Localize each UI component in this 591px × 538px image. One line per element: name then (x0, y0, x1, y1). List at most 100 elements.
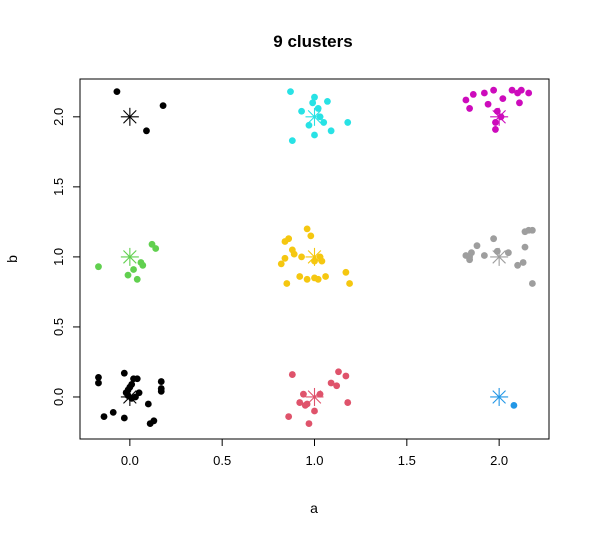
data-point (510, 401, 518, 409)
data-point (144, 400, 152, 408)
data-point (277, 260, 285, 268)
data-point (95, 373, 102, 381)
data-point (285, 413, 293, 420)
data-point (287, 88, 294, 96)
data-point (298, 253, 305, 261)
cluster-center-marker (120, 387, 139, 406)
y-tick-label: 0.0 (51, 388, 66, 406)
data-point (305, 121, 313, 129)
data-point (499, 95, 507, 103)
data-point (327, 127, 335, 135)
y-axis-label: b (4, 255, 20, 263)
data-point (480, 89, 488, 97)
data-point (333, 382, 341, 390)
data-point (150, 417, 158, 425)
x-tick-label: 1.0 (305, 453, 323, 468)
data-point (109, 408, 117, 416)
cluster-center-marker (490, 387, 509, 406)
data-point (307, 232, 315, 240)
data-point (504, 249, 512, 257)
data-point (300, 390, 307, 398)
x-tick-label: 1.5 (398, 453, 416, 468)
data-point (344, 119, 352, 126)
data-point (519, 259, 527, 266)
data-point (152, 245, 160, 252)
data-point (159, 102, 167, 110)
data-point (335, 368, 342, 376)
data-point (480, 252, 488, 259)
data-point (285, 235, 293, 243)
cluster-center-marker (305, 387, 324, 406)
data-point (143, 127, 150, 135)
data-point (135, 389, 143, 397)
data-point (95, 379, 102, 387)
x-tick-label: 0.5 (213, 453, 231, 468)
data-point (344, 399, 352, 406)
data-point (130, 266, 137, 273)
data-point (490, 235, 498, 243)
data-point (305, 420, 313, 427)
cluster-center-marker (490, 107, 509, 126)
data-point (521, 243, 529, 251)
data-point (311, 131, 318, 139)
data-point (95, 263, 102, 271)
x-axis-label: a (310, 500, 318, 516)
cluster-center-marker (120, 107, 139, 126)
data-point (320, 119, 328, 126)
data-point (303, 225, 311, 233)
data-point (342, 268, 350, 276)
data-point (311, 407, 318, 415)
data-point (120, 369, 128, 377)
data-point (492, 126, 499, 133)
data-point (516, 99, 523, 107)
data-point (517, 86, 525, 94)
x-tick-label: 2.0 (490, 453, 508, 468)
data-point (469, 91, 477, 98)
data-point (124, 271, 132, 279)
data-point (133, 375, 141, 383)
data-point (508, 86, 516, 94)
cluster-centers (120, 107, 509, 406)
data-point (133, 275, 141, 283)
y-tick-label: 1.5 (51, 178, 66, 196)
data-point (113, 88, 121, 96)
data-point (462, 96, 470, 104)
data-point (327, 379, 335, 387)
data-point (318, 257, 326, 265)
data-point (120, 414, 128, 422)
data-point (288, 137, 296, 145)
data-point (314, 105, 322, 112)
data-point (303, 275, 311, 283)
data-point (296, 273, 304, 280)
data-point (157, 387, 165, 395)
y-axis: 0.0 0.5 1.0 1.5 2.0 (51, 108, 80, 406)
data-point (298, 107, 305, 115)
data-point (288, 371, 296, 378)
cluster-center-marker (305, 107, 324, 126)
y-tick-label: 0.5 (51, 318, 66, 336)
cluster-center-marker (120, 247, 139, 266)
data-point (528, 226, 536, 234)
x-tick-label: 0.0 (121, 453, 139, 468)
data-point (346, 280, 353, 287)
data-point (157, 378, 165, 385)
data-point (484, 100, 492, 108)
data-point (290, 250, 298, 258)
cluster-center-marker (305, 247, 324, 266)
data-point (324, 98, 331, 105)
data-point (468, 249, 475, 257)
data-point (322, 273, 329, 280)
data-point (514, 261, 522, 269)
cluster-center-marker (490, 247, 509, 266)
data-point (492, 119, 499, 126)
data-point (128, 380, 136, 388)
data-point (100, 413, 108, 420)
data-point (342, 372, 350, 380)
data-point (281, 254, 289, 262)
data-point (296, 399, 304, 406)
data-point (309, 99, 317, 107)
data-point (490, 86, 498, 94)
data-point (314, 275, 322, 283)
data-point (466, 256, 474, 264)
y-tick-label: 1.0 (51, 248, 66, 266)
